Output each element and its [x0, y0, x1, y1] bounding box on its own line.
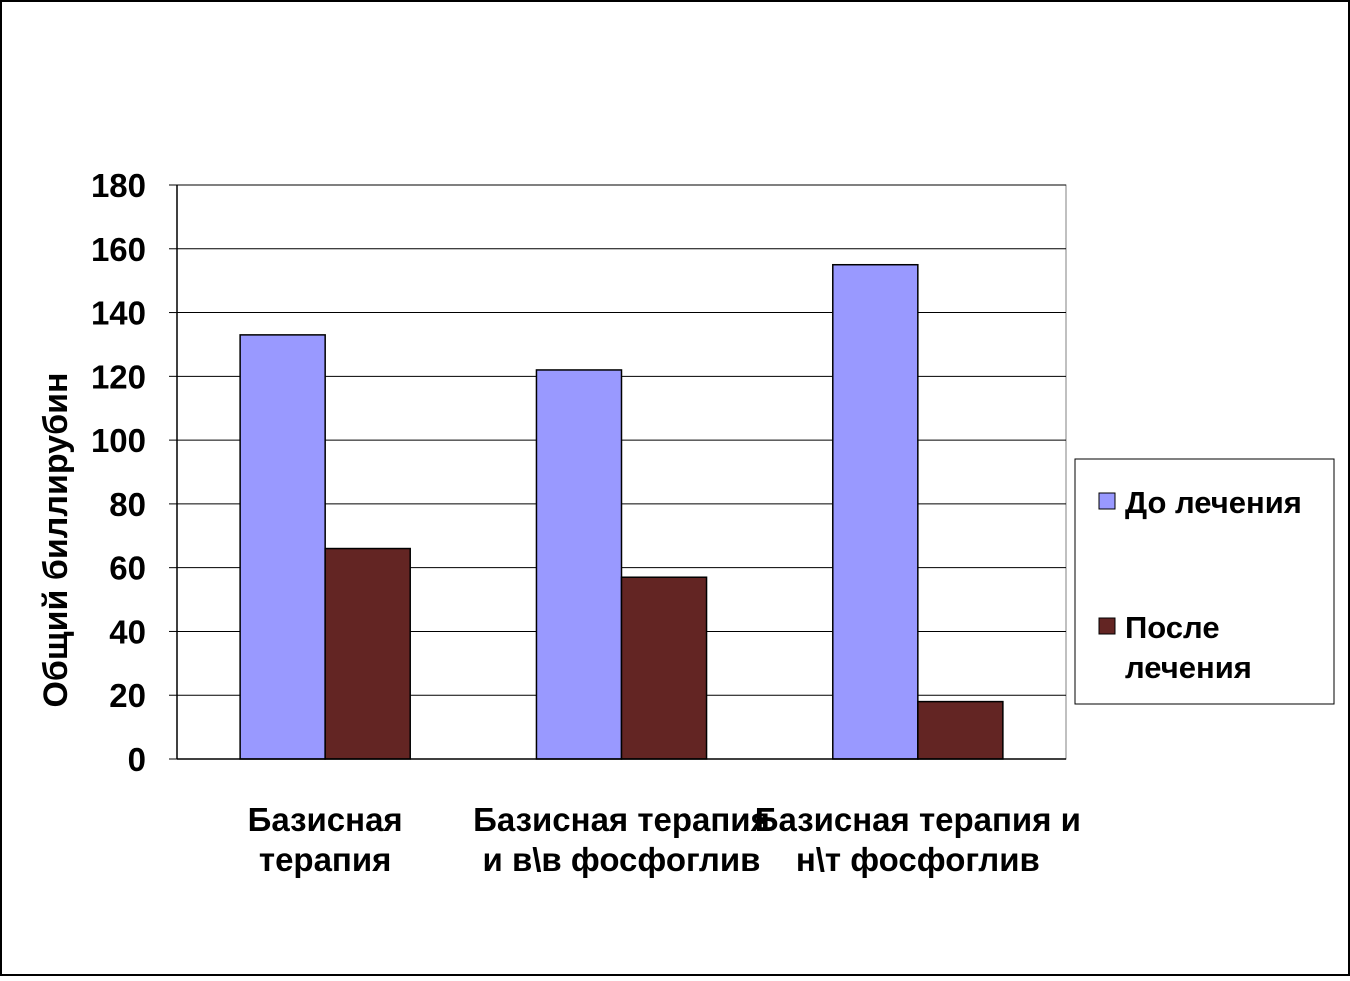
y-tick-label: 100: [91, 422, 146, 459]
legend: До лечения После лечения: [1074, 458, 1335, 705]
legend-label: После: [1125, 610, 1220, 645]
legend-label: До лечения: [1125, 485, 1302, 520]
y-tick-label: 80: [109, 486, 146, 523]
x-tick-label: н\т фосфоглив: [796, 841, 1040, 878]
y-tick-labels: 0 20 40 60 80 100 120 140 160 180: [91, 167, 146, 778]
x-tick-label: Базисная терапия и: [755, 801, 1081, 838]
legend-swatch: [1098, 492, 1116, 510]
axes: [169, 184, 1066, 760]
bar-before-treatment: [535, 369, 623, 760]
bar-after-treatment: [917, 700, 1004, 760]
bar-after-treatment: [620, 576, 708, 760]
y-tick-label: 60: [109, 550, 146, 587]
y-tick-label: 0: [128, 741, 146, 778]
y-tick-label: 120: [91, 358, 146, 395]
bars: [239, 263, 1004, 760]
y-tick-label: 40: [109, 613, 146, 650]
x-tick-label: и в\в фосфоглив: [483, 841, 761, 878]
x-tick-label: Базисная: [248, 801, 403, 838]
legend-box: [1074, 458, 1335, 705]
y-tick-label: 160: [91, 231, 146, 268]
bar-after-treatment: [324, 547, 411, 760]
x-tick-label: терапия: [259, 841, 392, 878]
legend-label: лечения: [1125, 650, 1252, 685]
bar-before-treatment: [239, 334, 326, 760]
y-tick-label: 140: [91, 295, 146, 332]
bar-before-treatment: [832, 263, 919, 760]
y-tick-label: 180: [91, 167, 146, 204]
x-tick-label: Базисная терапия: [473, 801, 770, 838]
y-axis-label: Общий биллирубин: [37, 372, 75, 707]
y-tick-label: 20: [109, 677, 146, 714]
legend-swatch: [1098, 617, 1116, 635]
